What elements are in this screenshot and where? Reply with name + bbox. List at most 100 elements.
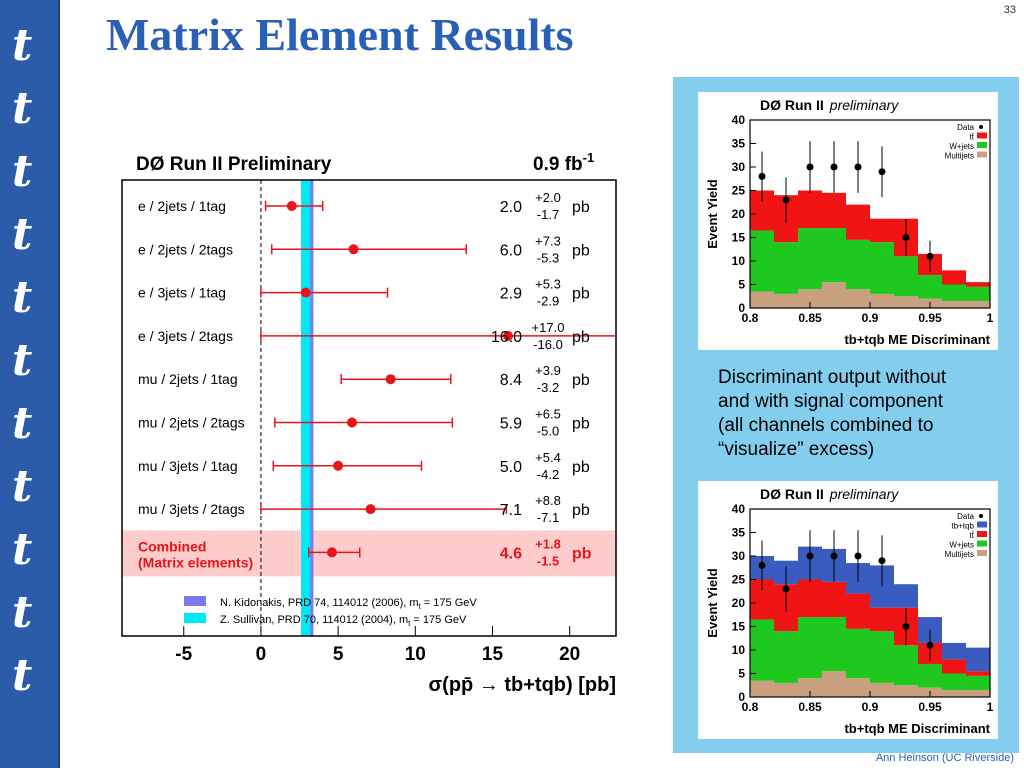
cross-section-value: 6.0 bbox=[500, 242, 522, 259]
y-tick-label: 25 bbox=[732, 184, 746, 198]
uncertainty-plus: +8.8 bbox=[535, 493, 561, 508]
uncertainty-plus: +2.0 bbox=[535, 190, 561, 205]
theory-legend-swatch bbox=[184, 613, 206, 623]
legend-label: tt̄ bbox=[970, 133, 975, 142]
sidebar-t-glyph: t bbox=[12, 335, 33, 386]
hist-bar bbox=[846, 289, 870, 308]
legend-swatch bbox=[977, 142, 987, 148]
cross-section-chart: DØ Run II Preliminary 0.9 fb-1 e / 2jets /… bbox=[121, 150, 617, 696]
y-tick-label: 5 bbox=[738, 667, 745, 681]
x-tick-label: 0.85 bbox=[798, 700, 822, 714]
uncertainty-minus: -1.7 bbox=[537, 207, 559, 222]
footer-credit: Ann Heinson (UC Riverside) bbox=[875, 752, 1014, 764]
channel-label: mu / 2jets / 2tags bbox=[138, 415, 245, 431]
uncertainty-minus: -7.1 bbox=[537, 510, 559, 525]
sidebar-t-glyph: t bbox=[12, 146, 33, 197]
hist-bar bbox=[774, 293, 798, 308]
x-tick-label: 1 bbox=[987, 700, 994, 714]
x-tick-label: 20 bbox=[559, 644, 580, 665]
x-tick-label: 1 bbox=[987, 311, 994, 325]
x-tick-label: 0.8 bbox=[742, 311, 759, 325]
hist-bar bbox=[846, 593, 870, 629]
y-tick-label: 35 bbox=[732, 526, 746, 540]
hist-bar bbox=[918, 664, 942, 688]
unit-label: pb bbox=[572, 242, 590, 259]
x-tick-label: 0.8 bbox=[742, 700, 759, 714]
uncertainty-minus: -4.2 bbox=[537, 467, 559, 482]
channel-label: e / 3jets / 1tag bbox=[138, 285, 226, 301]
channel-label: mu / 3jets / 1tag bbox=[138, 458, 238, 474]
discriminant-histogram-with-signal: DØ Run II preliminary 0 5 10 15 20 25 30 35 40 0.8 0… bbox=[698, 481, 998, 739]
hist-bar bbox=[798, 678, 822, 697]
data-point bbox=[902, 234, 910, 241]
y-tick-label: 40 bbox=[732, 113, 746, 127]
channel-label: e / 3jets / 2tags bbox=[138, 328, 233, 344]
hist-bar bbox=[822, 192, 846, 229]
hist-bar bbox=[942, 673, 966, 690]
theory-legend-swatch bbox=[184, 596, 206, 606]
data-point bbox=[806, 163, 814, 171]
x-tick-label: 0.9 bbox=[862, 311, 879, 325]
y-tick-label: 20 bbox=[732, 596, 746, 610]
combined-label: (Matrix elements) bbox=[138, 554, 253, 570]
hist-bar bbox=[942, 270, 966, 285]
x-tick-label: 0 bbox=[256, 644, 267, 665]
legend-label: W+jets bbox=[949, 541, 974, 550]
legend-label: W+jets bbox=[949, 142, 974, 151]
legend-swatch bbox=[977, 531, 987, 537]
legend-swatch bbox=[977, 540, 987, 547]
legend-label: Data bbox=[957, 123, 974, 132]
hist-bar bbox=[966, 647, 990, 672]
luminosity-label: 0.9 fb-1 bbox=[533, 150, 594, 175]
hist-bar bbox=[846, 239, 870, 290]
cross-section-value: 2.9 bbox=[500, 286, 522, 303]
discriminant-histogram-background-only: DØ Run II preliminary 0 5 10 15 20 25 30 35 40 0.8 0… bbox=[698, 92, 998, 350]
hist-bar bbox=[870, 218, 894, 243]
uncertainty-minus: -5.3 bbox=[537, 250, 559, 265]
uncertainty-plus: +17.0 bbox=[532, 320, 565, 335]
combined-label: Combined bbox=[138, 538, 206, 554]
central-value-marker bbox=[300, 287, 311, 298]
unit-label: pb bbox=[572, 502, 590, 519]
sidebar-t-glyph: t bbox=[12, 587, 33, 638]
hist-bar bbox=[750, 291, 774, 308]
central-value-marker bbox=[286, 201, 297, 211]
hist-bar bbox=[894, 296, 918, 308]
hist-bar bbox=[870, 242, 894, 294]
data-point bbox=[806, 552, 814, 560]
central-value-marker bbox=[348, 244, 359, 255]
channel-label: e / 2jets / 2tags bbox=[138, 241, 233, 257]
hist-title: DØ Run II preliminary bbox=[760, 486, 899, 502]
uncertainty-plus: +3.9 bbox=[535, 363, 561, 378]
slide-title: Matrix Element Results bbox=[106, 9, 574, 60]
sidebar-t-glyph: t bbox=[12, 650, 33, 701]
caption-line: (all channels combined to bbox=[718, 415, 934, 436]
unit-label: pb bbox=[572, 286, 590, 303]
hist-bar bbox=[798, 289, 822, 308]
sidebar-t-glyph: t bbox=[12, 524, 33, 575]
sidebar-t-glyph: t bbox=[12, 20, 33, 71]
central-value-marker bbox=[502, 330, 513, 341]
cross-section-value: 8.4 bbox=[500, 372, 522, 389]
y-tick-label: 40 bbox=[732, 502, 746, 516]
hist-bar bbox=[798, 228, 822, 290]
uncertainty-plus: +5.3 bbox=[535, 277, 561, 292]
cross-section-value: 7.1 bbox=[500, 502, 522, 519]
hist-bar bbox=[798, 579, 822, 618]
central-value-marker bbox=[333, 460, 344, 471]
slide-number: 33 bbox=[1003, 4, 1016, 16]
caption-line: and with signal component bbox=[718, 391, 943, 412]
hist-title-italic: preliminary bbox=[829, 486, 899, 502]
y-tick-label: 30 bbox=[732, 549, 746, 563]
unit-label: pb bbox=[572, 545, 592, 562]
plot-frame bbox=[121, 179, 617, 637]
y-tick-label: 0 bbox=[738, 301, 745, 315]
legend-swatch bbox=[977, 521, 987, 528]
legend-swatch bbox=[977, 151, 987, 158]
y-tick-label: 15 bbox=[732, 231, 746, 245]
data-point bbox=[878, 168, 886, 176]
y-tick-label: 0 bbox=[738, 690, 745, 704]
chart-title: DØ Run II Preliminary bbox=[136, 154, 332, 175]
y-tick-label: 10 bbox=[732, 254, 746, 268]
hist-bar bbox=[966, 300, 990, 308]
